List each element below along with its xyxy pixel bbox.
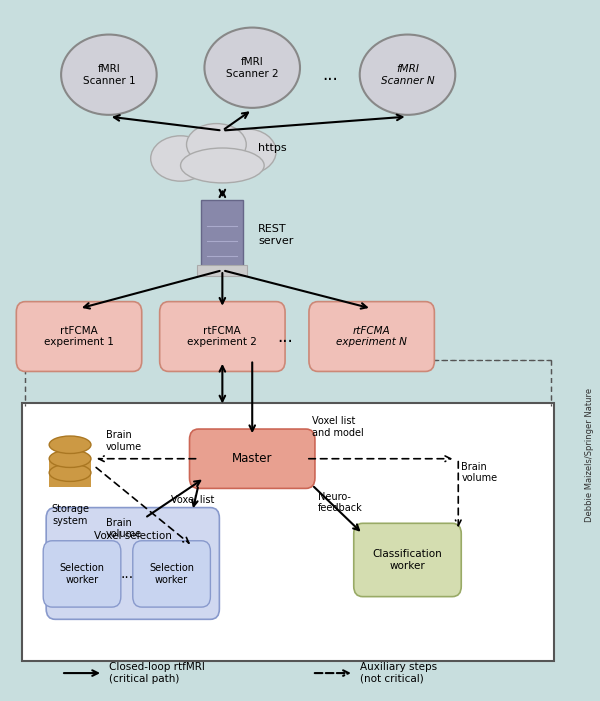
Ellipse shape [49,464,91,482]
Text: rtFCMA
experiment 2: rtFCMA experiment 2 [187,326,257,347]
Ellipse shape [49,436,91,454]
Text: Classification
worker: Classification worker [373,549,442,571]
Ellipse shape [181,148,264,183]
Text: Voxel selection: Voxel selection [94,531,172,540]
Text: Selection
worker: Selection worker [59,563,104,585]
Text: Voxel list: Voxel list [171,496,214,505]
Ellipse shape [205,27,300,108]
Ellipse shape [151,136,211,181]
FancyBboxPatch shape [133,540,211,607]
Text: fMRI
Scanner 1: fMRI Scanner 1 [83,64,135,86]
Text: ...: ... [322,66,338,83]
FancyBboxPatch shape [202,200,243,270]
Text: Brain
volume: Brain volume [106,518,142,539]
FancyBboxPatch shape [190,429,315,489]
FancyBboxPatch shape [43,540,121,607]
Text: Master: Master [232,452,272,465]
Text: fMRI
Scanner 2: fMRI Scanner 2 [226,57,278,79]
Text: ...: ... [120,567,133,581]
Text: Neuro-
feedback: Neuro- feedback [318,492,362,514]
FancyArrowPatch shape [455,461,461,526]
Text: rtFCMA
experiment N: rtFCMA experiment N [336,326,407,347]
FancyArrowPatch shape [96,468,189,543]
Text: Brain
volume: Brain volume [106,430,142,452]
Text: rtFCMA
experiment 1: rtFCMA experiment 1 [44,326,114,347]
Text: Selection
worker: Selection worker [149,563,194,585]
Text: Voxel list
and model: Voxel list and model [312,416,364,438]
Ellipse shape [61,34,157,115]
FancyArrowPatch shape [98,456,196,461]
Ellipse shape [187,123,246,165]
FancyBboxPatch shape [197,265,247,276]
FancyBboxPatch shape [22,403,554,661]
Polygon shape [49,458,91,472]
FancyBboxPatch shape [16,301,142,372]
FancyBboxPatch shape [160,301,285,372]
FancyBboxPatch shape [354,524,461,597]
Text: fMRI
Scanner N: fMRI Scanner N [380,64,434,86]
FancyBboxPatch shape [46,508,220,619]
Text: Brain
volume: Brain volume [461,462,497,484]
Text: Storage
system: Storage system [51,504,89,526]
FancyArrowPatch shape [309,456,451,461]
FancyBboxPatch shape [309,301,434,372]
Text: ...: ... [277,327,293,346]
Ellipse shape [49,450,91,468]
Text: Closed-loop rtfMRI
(critical path): Closed-loop rtfMRI (critical path) [109,662,205,684]
Ellipse shape [360,34,455,115]
Text: https: https [258,143,287,153]
Polygon shape [49,472,91,486]
Text: REST
server: REST server [258,224,293,246]
Text: Debbie Maizels/Springer Nature: Debbie Maizels/Springer Nature [585,388,594,522]
Text: Auxiliary steps
(not critical): Auxiliary steps (not critical) [360,662,437,684]
Ellipse shape [217,129,276,175]
